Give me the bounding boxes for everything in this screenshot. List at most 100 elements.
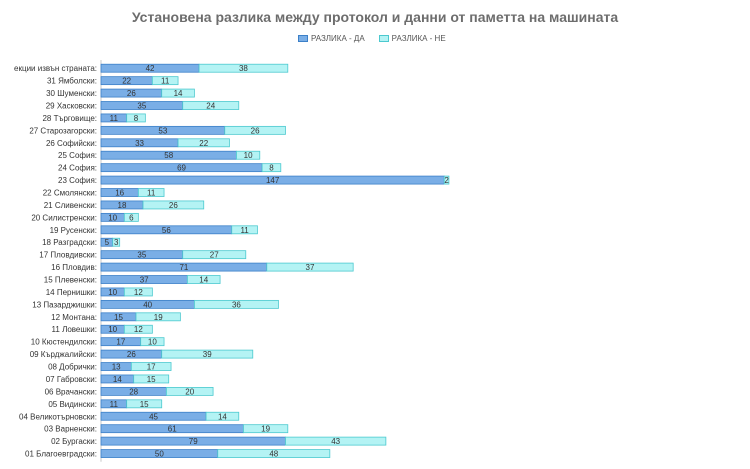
bar-ne: [193, 299, 279, 309]
value-label-ne: 20: [185, 387, 194, 396]
bar-ne: [217, 449, 331, 458]
category-label: 06 Врачански:: [45, 387, 97, 396]
value-label-da: 58: [164, 151, 173, 160]
category-label: 13 Пазарджишки:: [32, 300, 97, 309]
value-label-da: 79: [189, 437, 198, 446]
value-label-da: 28: [129, 387, 138, 396]
value-label-da: 61: [168, 425, 177, 434]
category-label: 30 Шуменски:: [46, 89, 97, 98]
legend-item-da: РАЗЛИКА - ДА: [298, 34, 365, 43]
value-label-da: 16: [115, 189, 124, 198]
value-label-ne: 19: [261, 425, 270, 434]
value-label-ne: 26: [169, 201, 178, 210]
category-label: 14 Пернишки:: [46, 288, 97, 297]
value-label-da: 10: [108, 288, 117, 297]
category-label: 03 Варненски:: [44, 425, 97, 434]
value-label-da: 5: [105, 238, 110, 247]
bar-ne: [142, 200, 205, 210]
category-label: 20 Силистренски:: [31, 213, 97, 222]
category-label: 18 Разградски:: [42, 238, 97, 247]
bar-ne: [224, 125, 286, 135]
value-label-da: 35: [137, 251, 146, 260]
bar-ne: [266, 262, 354, 272]
category-label: 08 Добрички:: [48, 363, 97, 372]
category-label: 05 Видински:: [48, 400, 97, 409]
bar-ne: [151, 76, 179, 86]
value-label-ne: 15: [147, 375, 156, 384]
bar-ne: [165, 386, 214, 396]
bar-ne: [177, 138, 230, 148]
bar-ne: [161, 88, 195, 98]
value-label-da: 17: [116, 338, 125, 347]
value-label-ne: 11: [147, 189, 156, 198]
bar-ne: [182, 250, 247, 260]
bar-ne: [261, 163, 282, 173]
value-label-da: 10: [108, 325, 117, 334]
value-label-ne: 24: [206, 102, 215, 111]
bar-ne: [126, 113, 146, 123]
value-label-da: 45: [149, 412, 158, 421]
value-label-da: 26: [127, 350, 136, 359]
legend-item-ne: РАЗЛИКА - НЕ: [378, 34, 446, 43]
legend-swatch-da: [298, 35, 308, 42]
value-label-ne: 43: [331, 437, 340, 446]
category-label: 01 Благоевградски:: [25, 450, 97, 459]
value-label-da: 10: [108, 213, 117, 222]
legend-swatch-ne: [378, 35, 389, 42]
bar-ne: [198, 63, 289, 73]
value-label-ne: 6: [129, 213, 134, 222]
category-label: 24 София:: [58, 164, 97, 173]
bar-ne: [133, 374, 170, 384]
value-label-da: 40: [143, 300, 152, 309]
bar-ne: [443, 175, 450, 185]
bar-ne: [182, 101, 240, 110]
bar-ne: [205, 411, 240, 421]
value-label-ne: 39: [203, 350, 212, 359]
value-label-da: 15: [114, 313, 123, 322]
value-label-da: 56: [162, 226, 171, 235]
chart-title: Установена разлика между протокол и данн…: [131, 9, 619, 25]
value-label-ne: 8: [134, 114, 139, 123]
value-label-ne: 14: [174, 89, 183, 98]
bar-ne: [123, 212, 139, 222]
value-label-da: 22: [122, 77, 131, 86]
bar-ne: [123, 324, 153, 334]
value-label-ne: 10: [244, 151, 253, 160]
bar-ne: [123, 287, 153, 297]
category-label: 16 Пловдив:: [51, 263, 97, 272]
category-label: 15 Плевенски:: [44, 276, 97, 285]
value-label-ne: 22: [199, 139, 208, 148]
value-label-ne: 48: [269, 450, 278, 459]
value-label-da: 50: [155, 450, 164, 459]
value-label-ne: 11: [161, 77, 170, 86]
bar-ne: [135, 312, 181, 322]
value-label-ne: 37: [306, 263, 315, 272]
category-label: 23 София:: [58, 176, 97, 185]
category-label: 22 Смолянски:: [43, 189, 97, 198]
bar-ne: [126, 399, 163, 409]
value-label-da: 11: [110, 400, 119, 409]
value-label-ne: 36: [232, 300, 241, 309]
category-label: 28 Търговище:: [42, 114, 97, 123]
legend: РАЗЛИКА - ДА РАЗЛИКА - НЕ: [298, 34, 446, 43]
bar-ne: [236, 150, 261, 160]
legend-label-ne: РАЗЛИКА - НЕ: [391, 34, 446, 43]
bar-ne: [137, 188, 165, 197]
category-label: 21 Сливенски:: [44, 201, 97, 210]
category-label: 17 Пловдивски:: [39, 251, 97, 260]
value-label-ne: 10: [148, 338, 157, 347]
value-label-da: 35: [137, 102, 146, 111]
value-label-ne: 27: [210, 251, 219, 260]
value-label-da: 33: [135, 139, 144, 148]
category-label: 26 Софийски:: [46, 139, 97, 148]
bar-ne: [231, 225, 258, 235]
category-label: 31 Ямболски:: [47, 77, 97, 86]
category-label: 25 София:: [58, 151, 97, 160]
category-label: 19 Русенски:: [50, 226, 97, 235]
bar-ne: [130, 362, 172, 371]
bar-ne: [243, 424, 289, 434]
category-label: 02 Бургаски:: [51, 437, 97, 446]
value-label-da: 69: [177, 164, 186, 173]
value-label-da: 13: [112, 363, 121, 372]
